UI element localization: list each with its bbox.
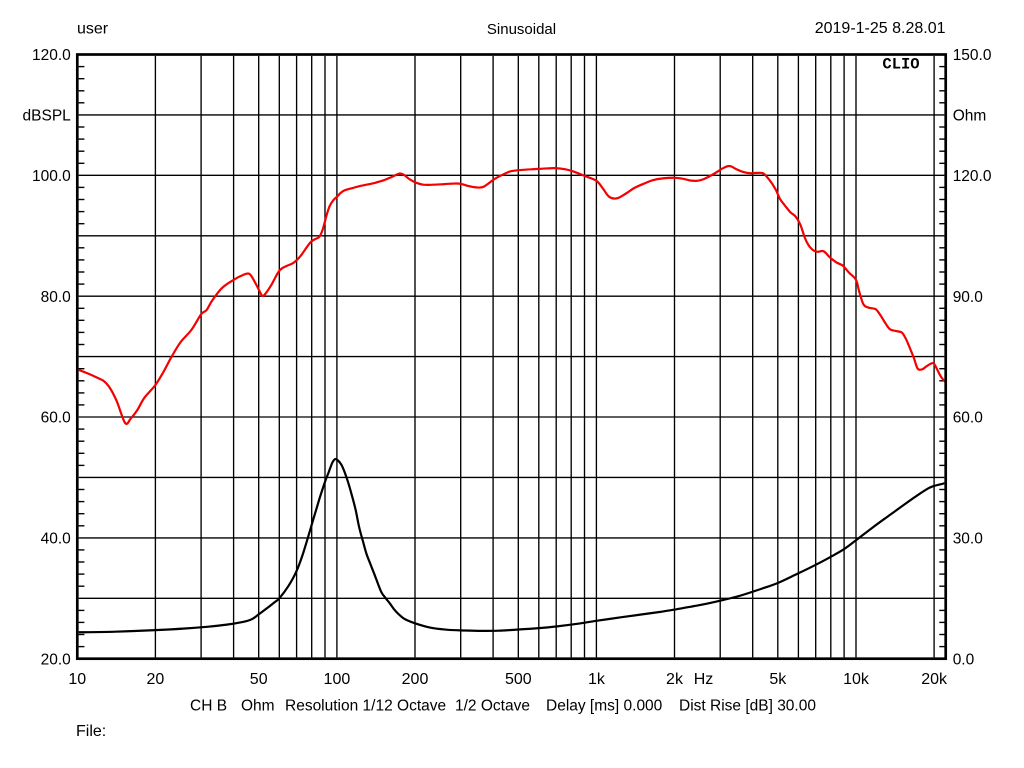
svg-text:20: 20 [147, 671, 165, 688]
svg-text:1/2 Octave: 1/2 Octave [455, 697, 530, 714]
svg-text:100: 100 [324, 671, 351, 688]
svg-text:dBSPL: dBSPL [23, 108, 72, 125]
svg-text:5k: 5k [769, 671, 787, 688]
svg-text:Ohm: Ohm [241, 697, 275, 714]
svg-text:100.0: 100.0 [32, 168, 71, 185]
svg-text:150.0: 150.0 [953, 47, 992, 64]
svg-text:Hz: Hz [694, 671, 714, 688]
svg-text:2k: 2k [666, 671, 684, 688]
svg-text:60.0: 60.0 [41, 410, 72, 427]
svg-text:Resolution 1/12 Octave: Resolution 1/12 Octave [285, 697, 446, 714]
svg-text:30.0: 30.0 [953, 531, 984, 548]
svg-text:20k: 20k [921, 671, 948, 688]
svg-text:CH B: CH B [190, 697, 227, 714]
svg-text:120.0: 120.0 [953, 168, 992, 185]
svg-text:CLIO: CLIO [882, 56, 919, 74]
svg-text:50: 50 [250, 671, 268, 688]
svg-text:500: 500 [505, 671, 532, 688]
svg-text:Ohm: Ohm [953, 108, 987, 125]
svg-text:0.0: 0.0 [953, 651, 975, 668]
svg-text:40.0: 40.0 [41, 531, 72, 548]
svg-text:200: 200 [402, 671, 429, 688]
svg-text:user: user [77, 21, 109, 38]
svg-text:10k: 10k [843, 671, 870, 688]
svg-text:2019-1-25 8.28.01: 2019-1-25 8.28.01 [815, 20, 946, 37]
svg-text:120.0: 120.0 [32, 47, 71, 64]
svg-text:Delay [ms] 0.000: Delay [ms] 0.000 [546, 697, 663, 714]
svg-text:90.0: 90.0 [953, 289, 984, 306]
svg-text:1k: 1k [588, 671, 606, 688]
svg-text:60.0: 60.0 [953, 410, 984, 427]
svg-text:Sinusoidal: Sinusoidal [487, 21, 556, 38]
svg-text:10: 10 [68, 671, 86, 688]
svg-text:80.0: 80.0 [41, 289, 72, 306]
svg-text:File:: File: [76, 723, 106, 740]
svg-text:20.0: 20.0 [41, 651, 72, 668]
svg-text:Dist Rise [dB] 30.00: Dist Rise [dB] 30.00 [679, 697, 816, 714]
